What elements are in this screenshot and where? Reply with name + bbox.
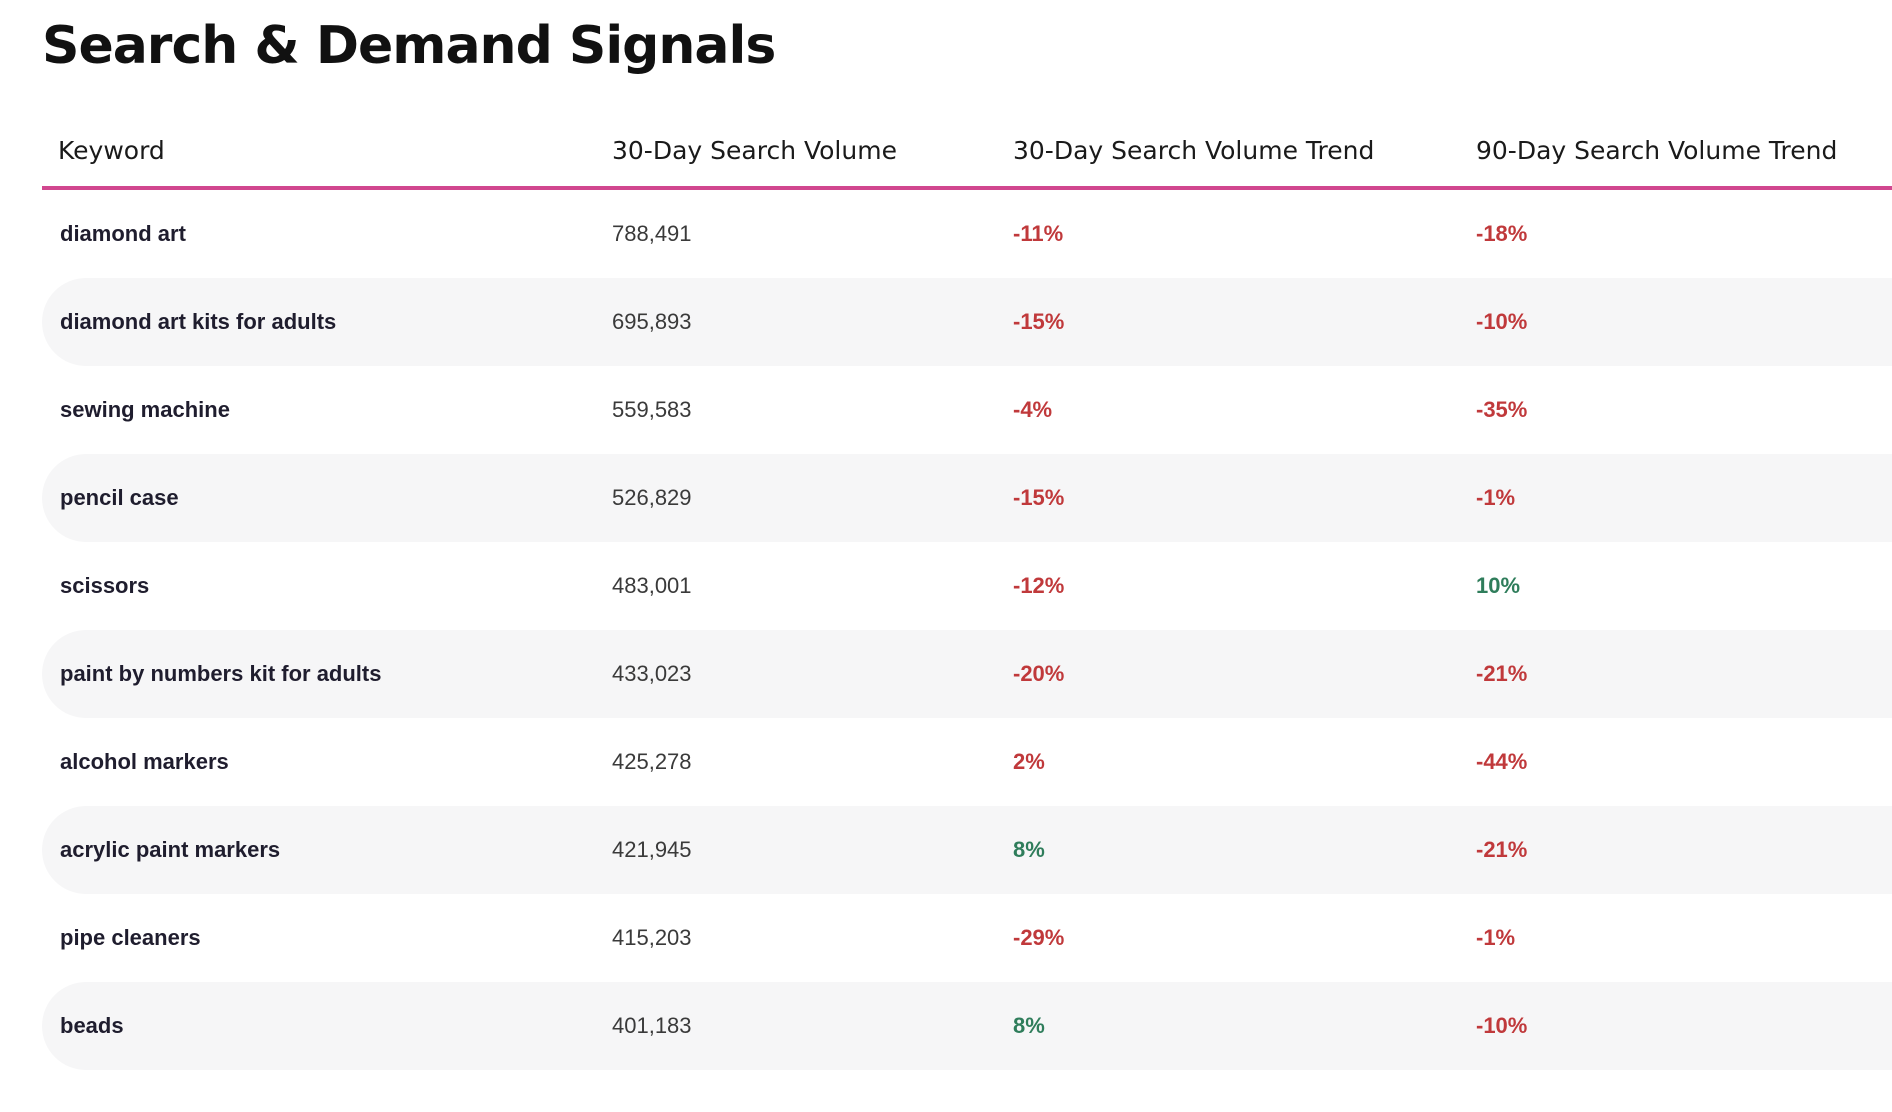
table-body: diamond art 788,491 -11% -18% diamond ar…	[42, 190, 1892, 1070]
table-row: sewing machine 559,583 -4% -35%	[42, 366, 1892, 454]
table-row: acrylic paint markers 421,945 8% -21%	[42, 806, 1892, 894]
trend30-cell: -20%	[1013, 661, 1065, 686]
trend90-cell: -18%	[1476, 221, 1528, 246]
trend90-cell: -21%	[1476, 661, 1528, 686]
trend30-cell: -29%	[1013, 925, 1065, 950]
trend90-cell: 10%	[1476, 573, 1521, 598]
keyword-cell: paint by numbers kit for adults	[60, 661, 382, 686]
keyword-cell: pencil case	[60, 485, 179, 510]
trend30-cell: -15%	[1013, 309, 1065, 334]
table-row: pencil case 526,829 -15% -1%	[42, 454, 1892, 542]
table-row: diamond art kits for adults 695,893 -15%…	[42, 278, 1892, 366]
table-row: scissors 483,001 -12% 10%	[42, 542, 1892, 630]
table-row: alcohol markers 425,278 2% -44%	[42, 718, 1892, 806]
table-row: pipe cleaners 415,203 -29% -1%	[42, 894, 1892, 982]
trend30-cell: -11%	[1013, 221, 1064, 246]
table-row: diamond art 788,491 -11% -18%	[42, 190, 1892, 278]
volume-cell: 425,278	[612, 749, 692, 774]
volume-cell: 559,583	[612, 397, 692, 422]
volume-cell: 788,491	[612, 221, 692, 246]
volume-cell: 433,023	[612, 661, 692, 686]
trend90-cell: -10%	[1476, 309, 1528, 334]
trend30-cell: 8%	[1013, 837, 1045, 862]
trend90-cell: -21%	[1476, 837, 1528, 862]
keyword-cell: pipe cleaners	[60, 925, 201, 950]
header-30-day-trend[interactable]: 30-Day Search Volume Trend	[1013, 136, 1375, 165]
trend30-cell: 8%	[1013, 1013, 1045, 1038]
header-keyword[interactable]: Keyword	[58, 136, 165, 165]
volume-cell: 695,893	[612, 309, 692, 334]
trend90-cell: -1%	[1476, 485, 1516, 510]
trend90-cell: -10%	[1476, 1013, 1528, 1038]
trend30-cell: -12%	[1013, 573, 1065, 598]
trend30-cell: 2%	[1013, 749, 1045, 774]
trend90-cell: -1%	[1476, 925, 1516, 950]
keyword-cell: sewing machine	[60, 397, 230, 422]
keyword-cell: acrylic paint markers	[60, 837, 281, 862]
header-search-volume[interactable]: 30-Day Search Volume	[612, 136, 897, 165]
keyword-cell: diamond art	[60, 221, 186, 246]
trend90-cell: -44%	[1476, 749, 1528, 774]
keyword-cell: beads	[60, 1013, 124, 1038]
keyword-cell: alcohol markers	[60, 749, 229, 774]
table-row: beads 401,183 8% -10%	[42, 982, 1892, 1070]
volume-cell: 401,183	[612, 1013, 692, 1038]
page-title: Search & Demand Signals	[42, 16, 776, 76]
volume-cell: 483,001	[612, 573, 692, 598]
keyword-cell: scissors	[60, 573, 150, 598]
keyword-table: Keyword 30-Day Search Volume 30-Day Sear…	[42, 118, 1892, 1070]
table-header: Keyword 30-Day Search Volume 30-Day Sear…	[42, 118, 1892, 190]
table-row: paint by numbers kit for adults 433,023 …	[42, 630, 1892, 718]
volume-cell: 526,829	[612, 485, 692, 510]
trend30-cell: -15%	[1013, 485, 1065, 510]
trend30-cell: -4%	[1013, 397, 1053, 422]
volume-cell: 421,945	[612, 837, 692, 862]
trend90-cell: -35%	[1476, 397, 1528, 422]
volume-cell: 415,203	[612, 925, 692, 950]
header-90-day-trend[interactable]: 90-Day Search Volume Trend	[1476, 136, 1838, 165]
keyword-cell: diamond art kits for adults	[60, 309, 337, 334]
